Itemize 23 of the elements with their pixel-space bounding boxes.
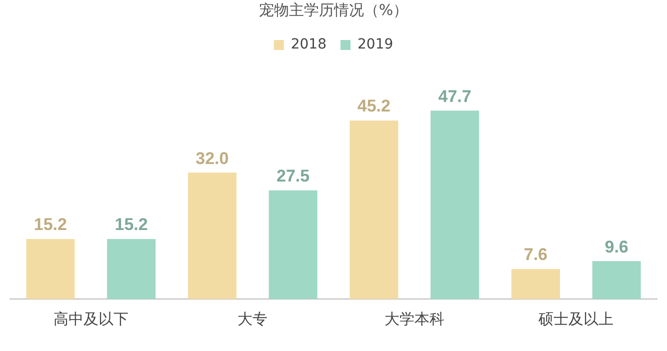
data-label: 32.0 xyxy=(196,148,229,168)
data-label: 7.6 xyxy=(524,245,548,264)
bar xyxy=(592,261,641,299)
data-label: 27.5 xyxy=(276,166,310,186)
x-tick-label: 高中及以下 xyxy=(53,310,128,328)
data-label: 15.2 xyxy=(34,215,67,234)
bar xyxy=(350,120,398,299)
data-label: 9.6 xyxy=(604,237,628,256)
bar xyxy=(26,238,75,299)
x-tick-label: 大学本科 xyxy=(384,310,444,328)
chart-title: 宠物主学历情况（%） xyxy=(258,0,408,19)
bar xyxy=(107,238,156,299)
legend-label: 2019 xyxy=(358,36,394,53)
legend-label: 2018 xyxy=(290,36,327,53)
data-label: 47.7 xyxy=(438,86,472,106)
bar xyxy=(268,190,318,299)
bar xyxy=(188,172,236,299)
data-label: 15.2 xyxy=(114,215,148,234)
bar xyxy=(430,110,480,299)
data-label: 45.2 xyxy=(357,96,390,116)
bar xyxy=(511,268,560,299)
x-tick-label: 大专 xyxy=(238,310,268,328)
x-tick-label: 硕士及以上 xyxy=(538,310,614,328)
